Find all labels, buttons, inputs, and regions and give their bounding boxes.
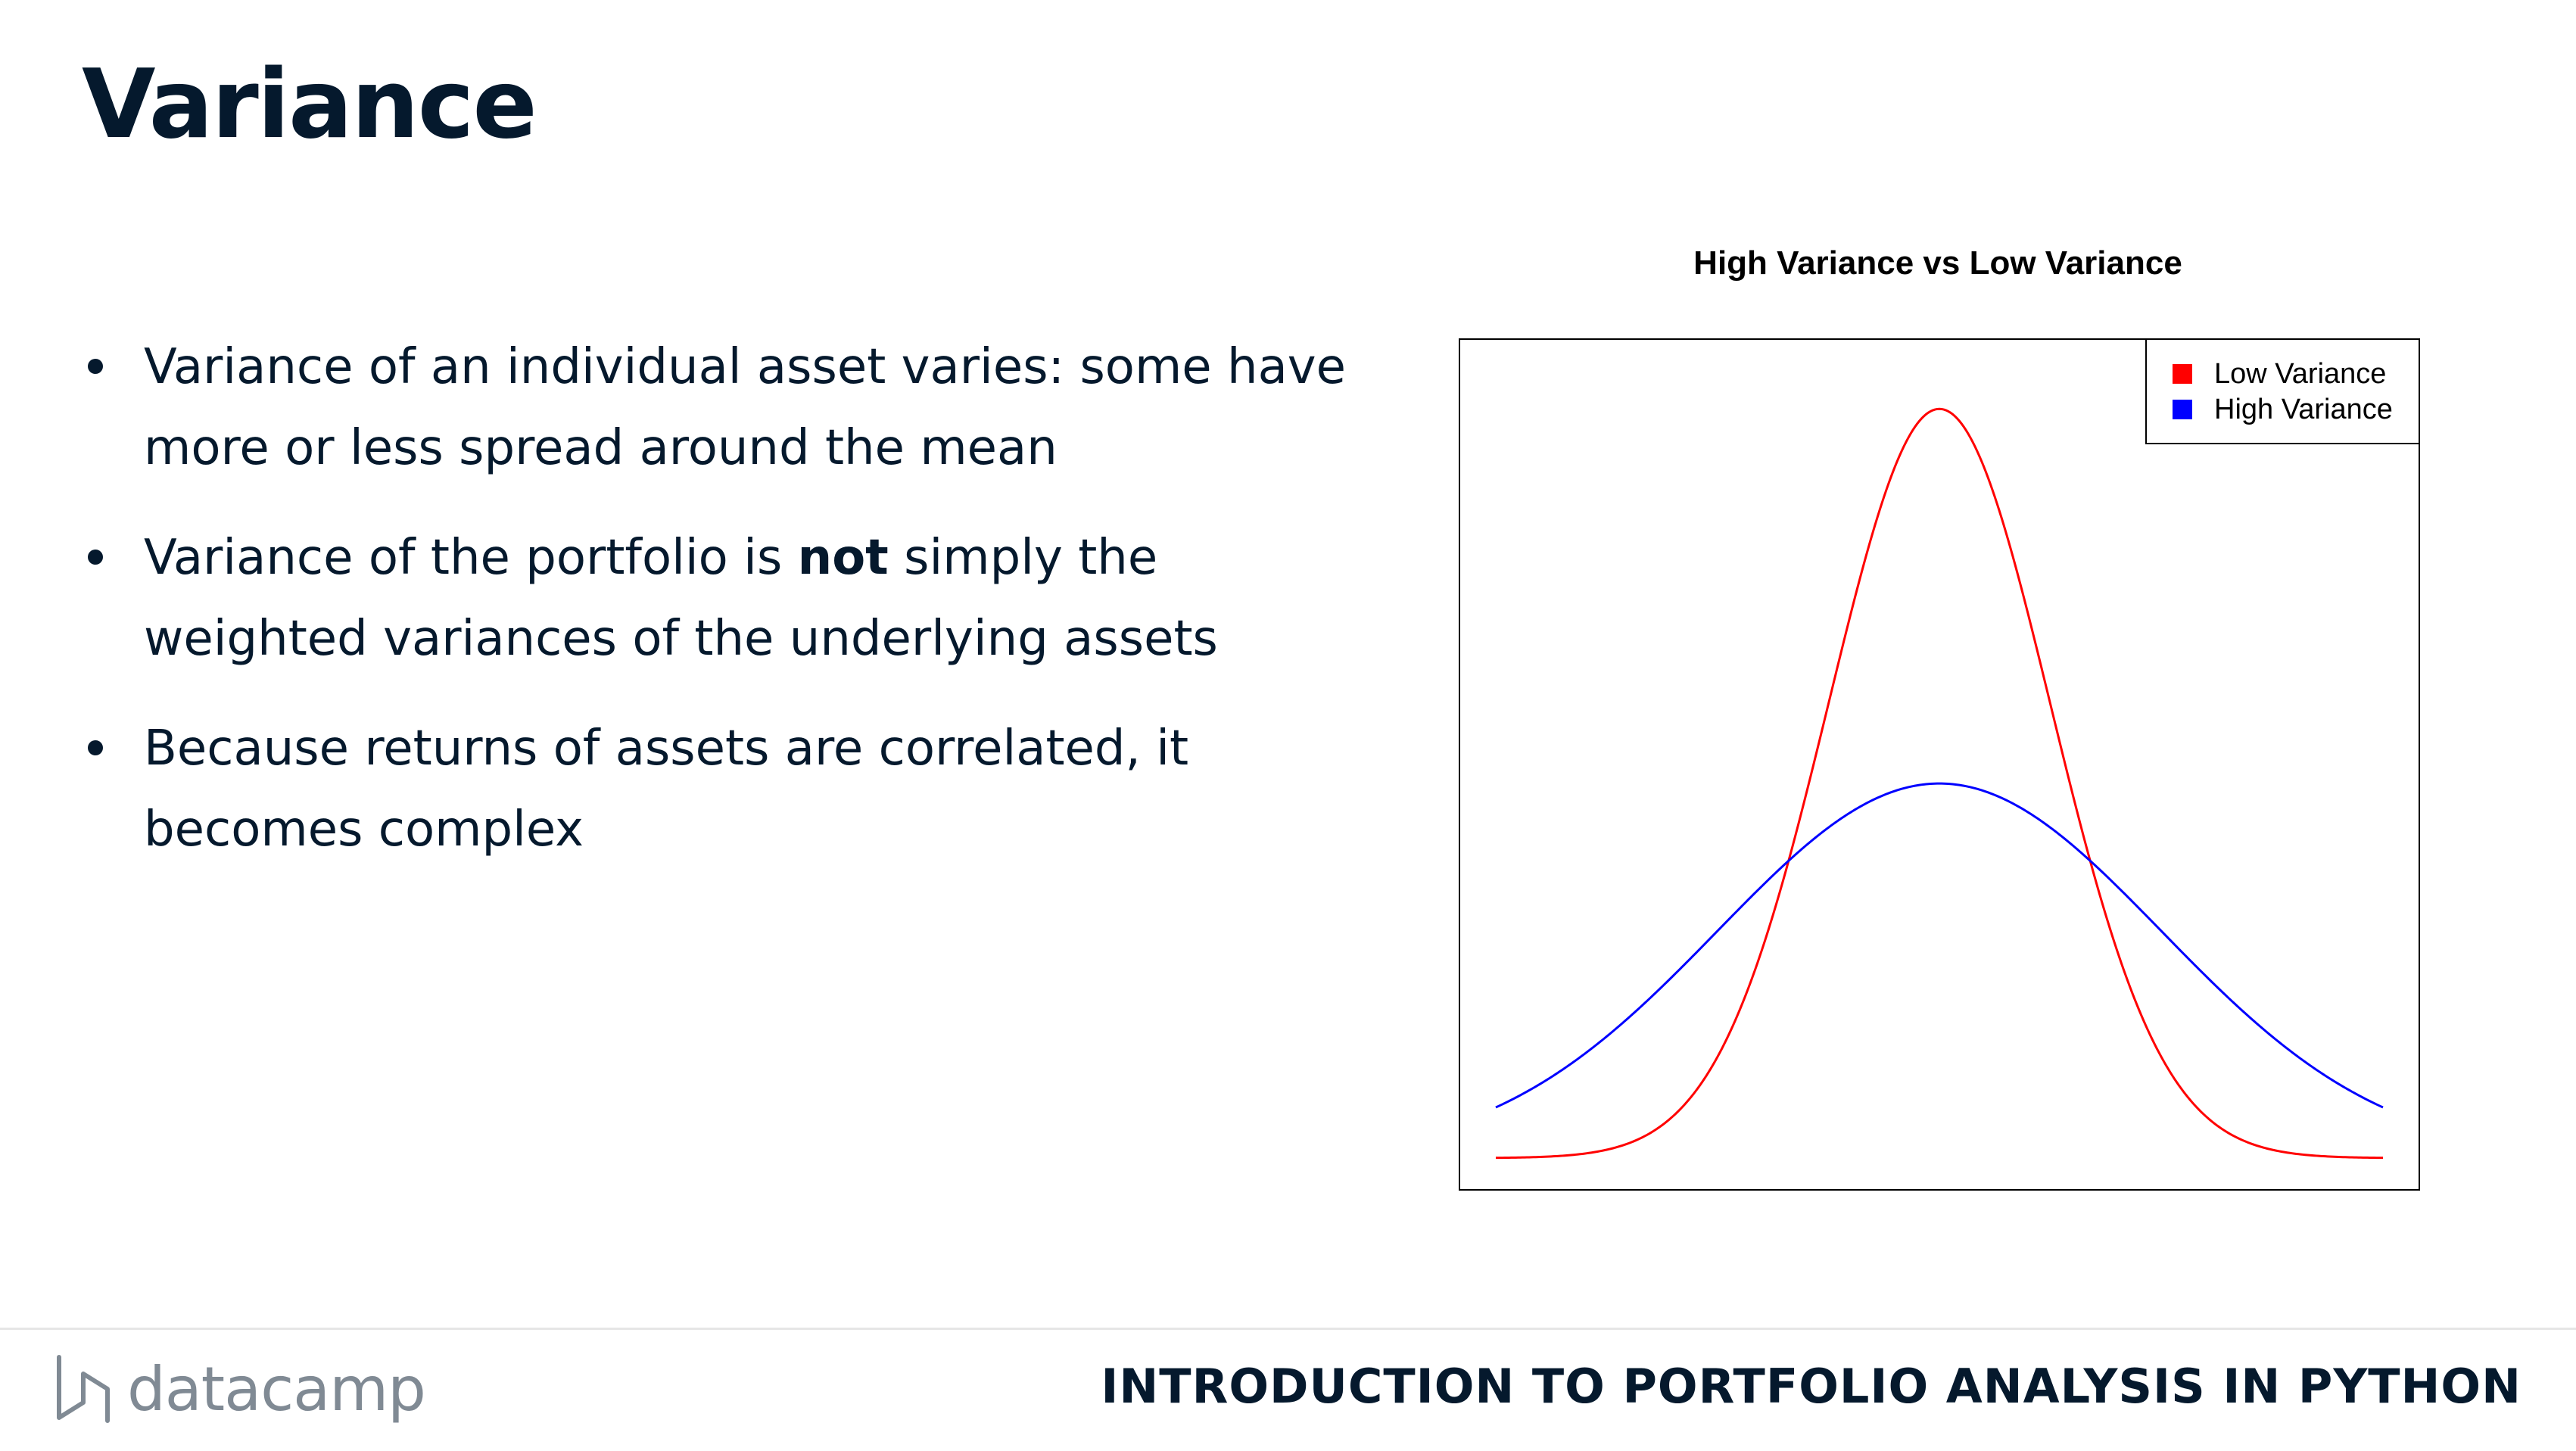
footer-divider	[0, 1328, 2576, 1330]
legend-swatch-high-variance	[2173, 400, 2192, 419]
legend-label-low-variance: Low Variance	[2214, 358, 2386, 390]
legend-box	[2145, 338, 2420, 444]
bullet-dot	[88, 550, 103, 565]
bullet-item: Variance of an individual asset varies: …	[82, 327, 1353, 489]
logo-text: datacamp	[127, 1353, 426, 1425]
chart-title: High Variance vs Low Variance	[1693, 244, 2182, 282]
legend-swatch-low-variance	[2173, 364, 2192, 384]
plot-frame	[1459, 338, 2420, 1191]
bullet-dot	[88, 359, 103, 374]
slide-title: Variance	[82, 48, 537, 160]
chart-svg: High Variance vs Low Variance Low Varian…	[1459, 244, 2420, 1191]
bullet-text-bold: not	[797, 530, 889, 586]
datacamp-logo: datacamp	[53, 1347, 426, 1431]
bullet-text-after: simply the weighted variances of the und…	[144, 530, 1218, 667]
series-line-low-variance	[1495, 407, 2384, 1160]
bullet-text: Variance of an individual asset varies: …	[144, 339, 1347, 476]
bullet-text: Because returns of assets are correlated…	[144, 721, 1189, 858]
bullet-dot	[88, 740, 103, 755]
bullet-list: Variance of an individual asset varies: …	[82, 327, 1353, 899]
bullet-item: Because returns of assets are correlated…	[82, 708, 1353, 870]
bullet-item: Variance of the portfolio is not simply …	[82, 518, 1353, 680]
legend-label-high-variance: High Variance	[2214, 394, 2393, 425]
legend: Low Variance High Variance	[2145, 338, 2420, 444]
course-title: INTRODUCTION TO PORTFOLIO ANALYSIS IN PY…	[1101, 1359, 2521, 1414]
datacamp-logo-icon	[57, 1355, 110, 1423]
bullet-text-before: Variance of the portfolio is	[144, 530, 798, 586]
variance-chart: High Variance vs Low Variance Low Varian…	[1438, 227, 2498, 1211]
series-line-high-variance	[1495, 782, 2384, 1109]
series-layer	[1495, 407, 2384, 1160]
